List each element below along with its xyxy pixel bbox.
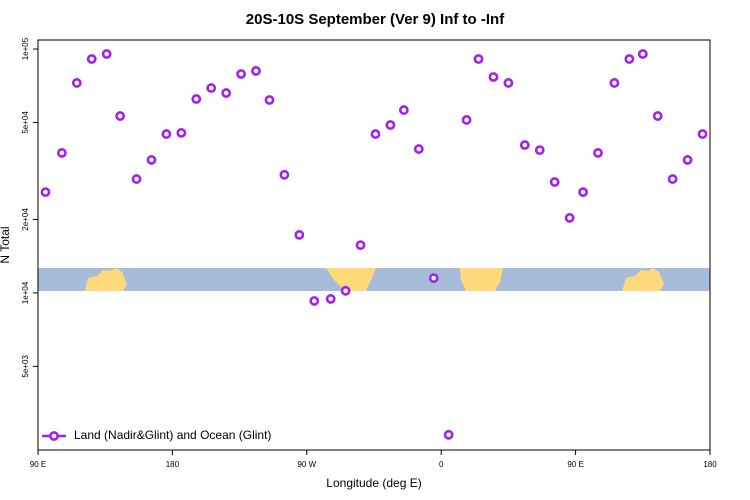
point [294,229,305,240]
y-tick-label: 5e+03 [21,355,30,378]
point [279,169,290,180]
x-tick-label: 0 [439,460,444,469]
point [473,54,484,64]
x-tick-label: 90 E [567,460,583,469]
point [682,155,693,165]
x-tick-label: 90 E [30,460,46,469]
chart-title: 20S-10S September (Ver 9) Inf to -Inf [246,11,505,28]
point [115,111,126,121]
point [309,296,320,306]
y-tick-label: 1e+05 [21,37,30,60]
point [398,105,409,115]
point [370,129,381,139]
point [206,83,217,93]
point [325,294,336,304]
point [264,95,275,105]
point [340,285,351,296]
point [146,155,157,165]
point [488,72,499,82]
point [86,54,97,64]
y-tick-label: 2e+04 [21,208,30,231]
x-tick-label: 90 W [297,460,316,469]
point [519,140,530,150]
point [71,78,82,88]
x-axis-label: Longitude (deg E) [326,476,421,490]
point [667,174,678,184]
point [624,54,635,64]
point [609,78,620,88]
point [56,148,67,158]
point [385,120,396,130]
point [428,273,439,284]
point [221,88,232,98]
point [191,94,202,104]
y-tick-label: 1e+04 [21,281,30,304]
legend-marker [49,431,59,441]
map-strip [38,268,710,291]
point [161,129,172,139]
point [652,111,663,121]
point [131,174,142,184]
point [578,187,588,198]
x-tick-label: 180 [166,460,180,469]
point [697,129,708,139]
point [443,429,454,440]
y-axis-label: N Total [0,226,12,263]
point [413,144,424,154]
x-tick-label: 180 [703,460,717,469]
y-tick-label: 5e+04 [21,111,30,134]
point [503,78,514,88]
point [637,49,648,59]
point [549,177,560,187]
point [40,187,51,198]
point [101,49,112,59]
legend-label: Land (Nadir&Glint) and Ocean (Glint) [74,428,271,442]
point [355,240,366,251]
point [236,69,246,79]
point [251,66,261,76]
plot-frame [37,39,711,451]
point [534,145,545,156]
point [176,128,187,138]
point [461,115,472,125]
point [564,213,575,223]
point [593,148,603,158]
